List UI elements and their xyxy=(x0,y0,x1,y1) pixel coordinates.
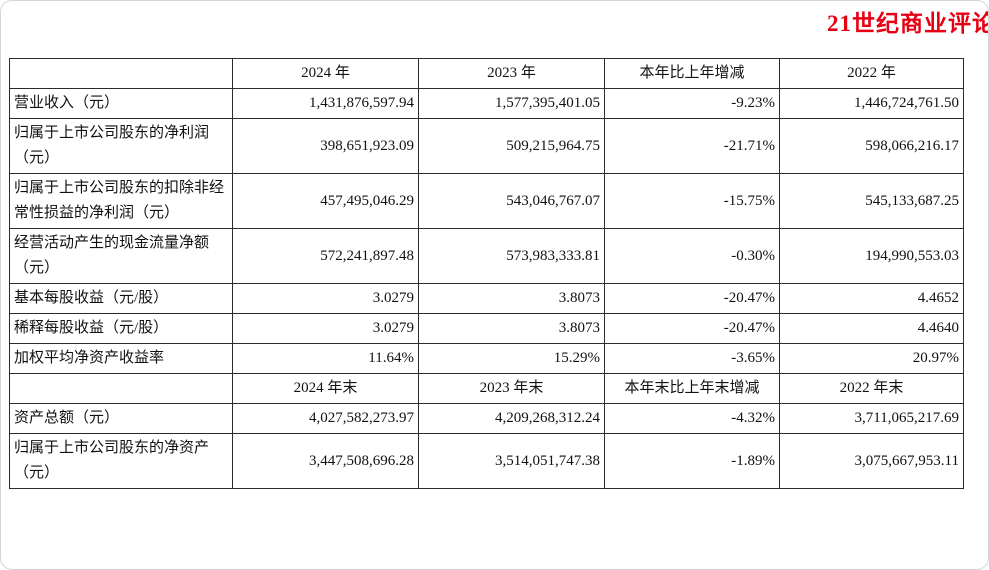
table-row-net-profit: 归属于上市公司股东的净利润（元） 398,651,923.09 509,215,… xyxy=(9,118,964,174)
publisher-logo: 21世纪商业评论 xyxy=(827,11,989,36)
value-2023: 573,983,333.81 xyxy=(418,228,605,284)
value-2023: 3.8073 xyxy=(418,313,605,344)
value-2022: 3,711,065,217.69 xyxy=(779,403,964,434)
value-change: -1.89% xyxy=(604,433,780,489)
table-row-weighted-roe: 加权平均净资产收益率 11.64% 15.29% -3.65% 20.97% xyxy=(9,343,964,374)
row-label: 营业收入（元） xyxy=(9,88,233,119)
value-2024: 572,241,897.48 xyxy=(232,228,419,284)
value-2024: 398,651,923.09 xyxy=(232,118,419,174)
value-2023: 3.8073 xyxy=(418,283,605,314)
value-2024: 3.0279 xyxy=(232,313,419,344)
header-yoy-change: 本年比上年增减 xyxy=(604,58,780,89)
value-2024: 3.0279 xyxy=(232,283,419,314)
value-2022: 545,133,687.25 xyxy=(779,173,964,229)
value-2022: 1,446,724,761.50 xyxy=(779,88,964,119)
row-label: 归属于上市公司股东的扣除非经常性损益的净利润（元） xyxy=(9,173,233,229)
header-2023: 2023 年 xyxy=(418,58,605,89)
table-row-net-profit-ex-nonrecurring: 归属于上市公司股东的扣除非经常性损益的净利润（元） 457,495,046.29… xyxy=(9,173,964,229)
header-year-end-change: 本年末比上年末增减 xyxy=(604,373,780,404)
table-row-net-assets: 归属于上市公司股东的净资产（元） 3,447,508,696.28 3,514,… xyxy=(9,433,964,489)
table-row-operating-cash-flow: 经营活动产生的现金流量净额（元） 572,241,897.48 573,983,… xyxy=(9,228,964,284)
header-empty-cell xyxy=(9,373,233,404)
value-change: -9.23% xyxy=(604,88,780,119)
value-change: -20.47% xyxy=(604,313,780,344)
row-label: 基本每股收益（元/股） xyxy=(9,283,233,314)
header-2024-end: 2024 年末 xyxy=(232,373,419,404)
header-2022-end: 2022 年末 xyxy=(779,373,964,404)
value-2023: 1,577,395,401.05 xyxy=(418,88,605,119)
table-row-basic-eps: 基本每股收益（元/股） 3.0279 3.8073 -20.47% 4.4652 xyxy=(9,283,964,314)
row-label: 经营活动产生的现金流量净额（元） xyxy=(9,228,233,284)
value-2024: 4,027,582,273.97 xyxy=(232,403,419,434)
value-2023: 509,215,964.75 xyxy=(418,118,605,174)
value-2022: 4.4652 xyxy=(779,283,964,314)
row-label: 归属于上市公司股东的净资产（元） xyxy=(9,433,233,489)
value-change: -0.30% xyxy=(604,228,780,284)
value-change: -20.47% xyxy=(604,283,780,314)
value-2022: 598,066,216.17 xyxy=(779,118,964,174)
value-2023: 15.29% xyxy=(418,343,605,374)
row-label: 稀释每股收益（元/股） xyxy=(9,313,233,344)
value-change: -3.65% xyxy=(604,343,780,374)
value-change: -15.75% xyxy=(604,173,780,229)
value-2023: 4,209,268,312.24 xyxy=(418,403,605,434)
value-2022: 4.4640 xyxy=(779,313,964,344)
row-label: 资产总额（元） xyxy=(9,403,233,434)
header-2023-end: 2023 年末 xyxy=(418,373,605,404)
value-2022: 20.97% xyxy=(779,343,964,374)
table-row-total-assets: 资产总额（元） 4,027,582,273.97 4,209,268,312.2… xyxy=(9,403,964,434)
value-2024: 1,431,876,597.94 xyxy=(232,88,419,119)
value-change: -4.32% xyxy=(604,403,780,434)
value-2023: 3,514,051,747.38 xyxy=(418,433,605,489)
header-row-annual: 2024 年 2023 年 本年比上年增减 2022 年 xyxy=(9,58,964,89)
header-row-year-end: 2024 年末 2023 年末 本年末比上年末增减 2022 年末 xyxy=(9,373,964,404)
value-2023: 543,046,767.07 xyxy=(418,173,605,229)
header-2024: 2024 年 xyxy=(232,58,419,89)
value-2024: 11.64% xyxy=(232,343,419,374)
row-label: 归属于上市公司股东的净利润（元） xyxy=(9,118,233,174)
value-2022: 194,990,553.03 xyxy=(779,228,964,284)
value-2022: 3,075,667,953.11 xyxy=(779,433,964,489)
table-row-diluted-eps: 稀释每股收益（元/股） 3.0279 3.8073 -20.47% 4.4640 xyxy=(9,313,964,344)
table-row-revenue: 营业收入（元） 1,431,876,597.94 1,577,395,401.0… xyxy=(9,88,964,119)
financial-summary-table: 2024 年 2023 年 本年比上年增减 2022 年 营业收入（元） 1,4… xyxy=(9,58,964,489)
row-label: 加权平均净资产收益率 xyxy=(9,343,233,374)
value-change: -21.71% xyxy=(604,118,780,174)
header-2022: 2022 年 xyxy=(779,58,964,89)
value-2024: 3,447,508,696.28 xyxy=(232,433,419,489)
header-empty-cell xyxy=(9,58,233,89)
value-2024: 457,495,046.29 xyxy=(232,173,419,229)
